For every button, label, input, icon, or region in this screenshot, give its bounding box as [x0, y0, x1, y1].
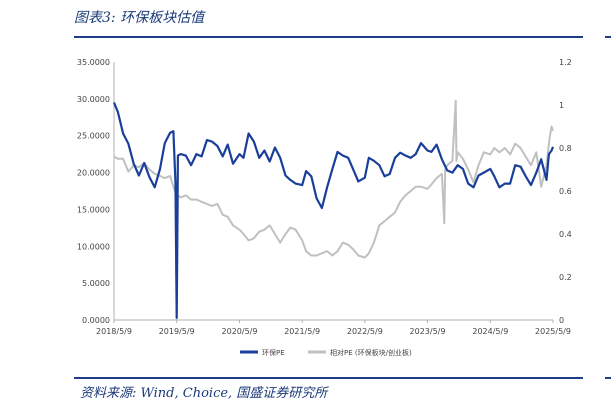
- y-right-tick-label: 0.2: [559, 273, 572, 282]
- legend-relative-pe-label: 相对PE (环保板块/创业板): [330, 348, 412, 357]
- x-tick-label: 2025/5/9: [535, 327, 571, 336]
- y-right-tick-label: 0: [559, 316, 564, 325]
- y-right-tick-label: 1: [559, 101, 564, 110]
- y-left-tick-label: 10.0000: [77, 242, 110, 251]
- y-left-tick-label: 5.0000: [82, 279, 110, 288]
- source-note: 资料来源: Wind, Choice, 国盛证券研究所: [80, 386, 328, 401]
- y-left-tick-label: 35.0000: [77, 58, 110, 67]
- y-right-tick-label: 1.2: [559, 58, 572, 67]
- x-tick-label: 2023/5/9: [410, 327, 446, 336]
- x-tick-label: 2021/5/9: [284, 327, 320, 336]
- bottom-rule: [74, 377, 583, 379]
- y-right-tick-label: 0.6: [559, 187, 572, 196]
- edge-mark-top: [605, 36, 611, 38]
- y-left-tick-label: 15.0000: [77, 205, 110, 214]
- series-line-relative-pe: [113, 99, 554, 321]
- y-left-tick-label: 25.0000: [77, 132, 110, 141]
- y-left-tick-label: 20.0000: [77, 169, 110, 178]
- x-tick-label: 2024/5/9: [472, 327, 508, 336]
- y-left-tick-label: 30.0000: [77, 95, 110, 104]
- y-right-tick-label: 0.8: [559, 144, 572, 153]
- y-left-tick-label: 0.0000: [82, 316, 110, 325]
- edge-mark-bottom: [605, 377, 611, 379]
- x-tick-label: 2020/5/9: [222, 327, 258, 336]
- x-tick-label: 2022/5/9: [347, 327, 383, 336]
- series-line-env-pe: [112, 102, 555, 319]
- legend-env-pe-label: 环保PE: [262, 348, 285, 357]
- y-right-tick-label: 0.4: [559, 230, 572, 239]
- x-tick-label: 2018/5/9: [96, 327, 132, 336]
- top-rule: [74, 36, 583, 38]
- x-tick-label: 2019/5/9: [159, 327, 195, 336]
- figure-title: 图表3: 环保板块估值: [74, 10, 205, 26]
